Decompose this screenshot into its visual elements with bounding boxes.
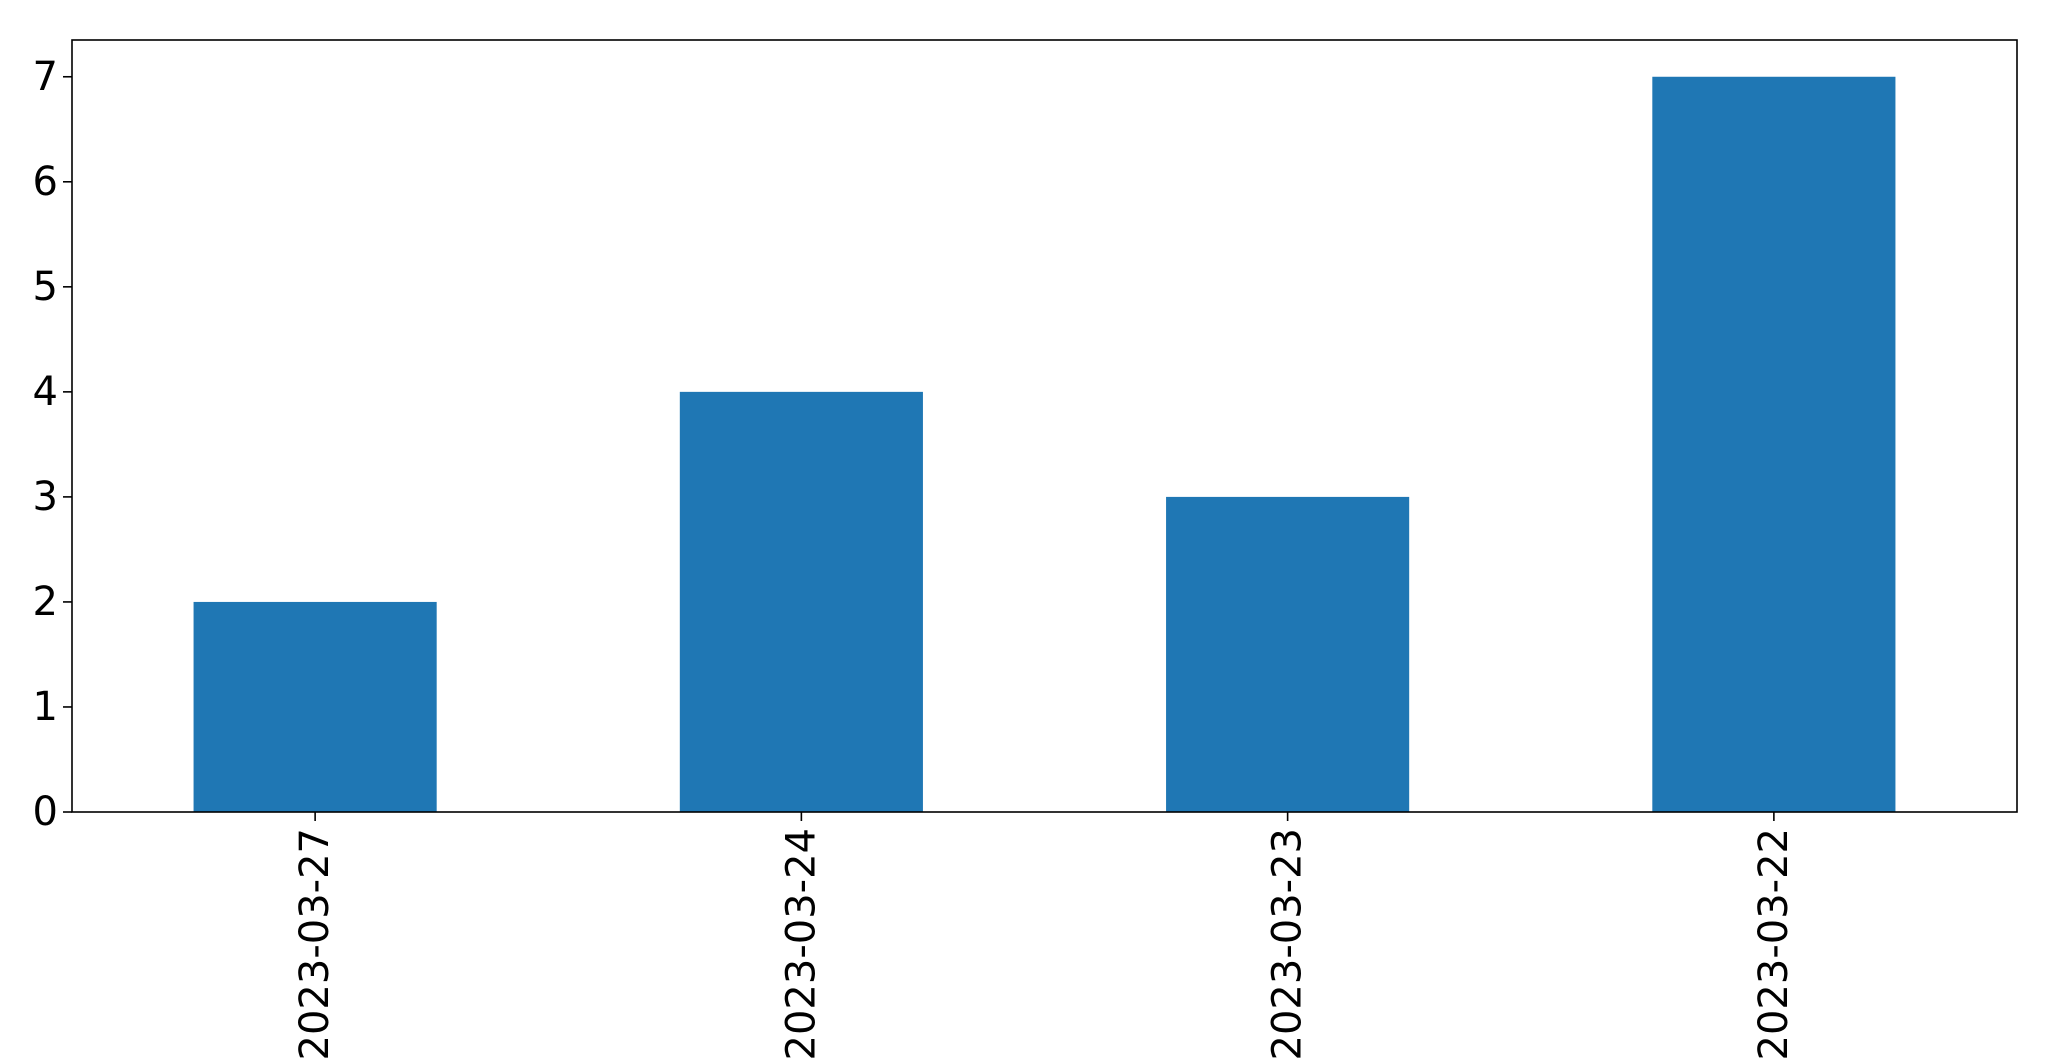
bars-layer: [193, 76, 1896, 812]
y-tick-label: 5: [33, 264, 58, 310]
bar-2023-03-23: [1166, 496, 1410, 812]
plot-frame: [71, 39, 2018, 813]
y-tick-label: 0: [33, 789, 58, 835]
x-tick-label: 2023-03-27: [292, 828, 338, 1060]
bar-2023-03-27: [193, 601, 437, 812]
x-tick-label: 2023-03-24: [778, 828, 824, 1060]
x-axis: 2023-03-27 2023-03-24 2023-03-23 2023-03-22: [292, 812, 1797, 1060]
x-tick-label: 2023-03-23: [1265, 828, 1311, 1060]
y-axis: 0 1 2 3 4 5 6 7: [33, 54, 72, 835]
y-tick-label: 3: [33, 474, 58, 520]
y-tick-label: 1: [33, 684, 58, 730]
y-tick-label: 4: [33, 369, 58, 415]
y-tick-label: 7: [33, 54, 58, 100]
bar-2023-03-24: [679, 391, 923, 812]
y-tick-label: 2: [33, 579, 58, 625]
bar-2023-03-22: [1652, 76, 1896, 812]
y-tick-label: 6: [33, 159, 58, 205]
x-tick-label: 2023-03-22: [1751, 828, 1797, 1060]
